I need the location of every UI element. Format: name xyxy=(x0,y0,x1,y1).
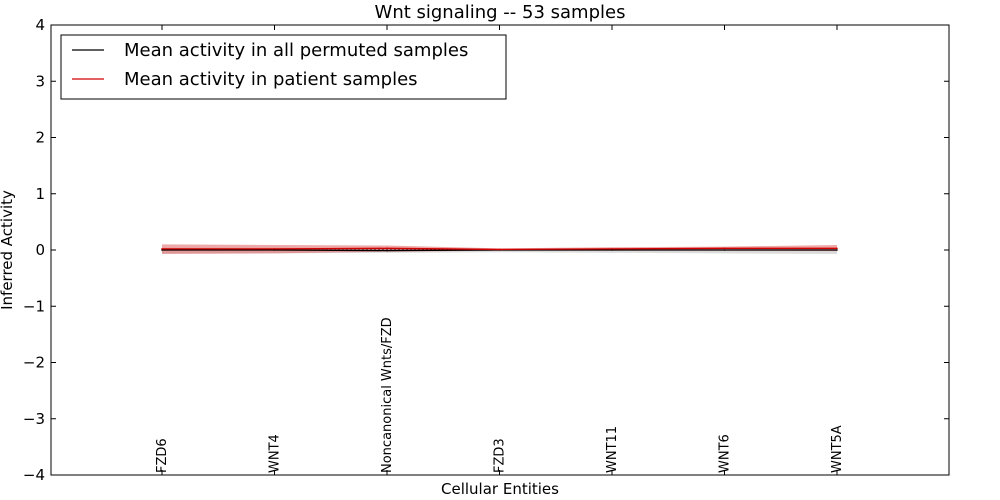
y-tick-label: 2 xyxy=(35,129,45,147)
chart-title: Wnt signaling -- 53 samples xyxy=(375,2,626,23)
x-category-label: FZD3 xyxy=(493,438,508,473)
y-tick-label: 1 xyxy=(35,185,45,203)
legend-entry-label: Mean activity in all permuted samples xyxy=(124,40,468,61)
x-category-label: WNT6 xyxy=(718,434,733,473)
y-tick-label: −4 xyxy=(23,466,45,484)
data-point xyxy=(723,247,726,250)
data-point xyxy=(161,249,163,251)
data-point xyxy=(498,248,501,251)
legend-entry-label: Mean activity in patient samples xyxy=(124,69,418,90)
data-point xyxy=(836,247,838,250)
y-tick-label: 0 xyxy=(35,241,45,259)
x-category-label: Noncanonical Wnts/FZD xyxy=(380,317,395,473)
legend-box xyxy=(60,34,507,100)
data-point xyxy=(386,247,388,250)
y-axis: 4 3 2 1 0 −1 −2 −3 −4 xyxy=(23,16,949,484)
data-point xyxy=(723,249,726,251)
x-axis: FZD6 WNT4 Noncanonical Wnts/FZD FZD3 WNT11 WN… xyxy=(155,25,845,475)
data-point xyxy=(273,248,276,250)
y-tick-label: 3 xyxy=(35,72,45,90)
data-point xyxy=(611,248,613,250)
data-point xyxy=(611,249,613,251)
legend: Mean activity in all permuted samples Mea… xyxy=(60,34,507,100)
data-point xyxy=(161,248,163,250)
x-axis-label: Cellular Entities xyxy=(441,480,559,498)
x-category-label: WNT11 xyxy=(605,426,620,473)
y-tick-label: −3 xyxy=(23,410,45,428)
y-tick-label: 4 xyxy=(35,16,45,34)
data-point xyxy=(386,249,388,252)
data-point xyxy=(273,249,276,251)
x-category-label: WNT5A xyxy=(830,425,845,473)
series-lines xyxy=(161,247,838,252)
y-tick-label: −2 xyxy=(23,354,45,372)
data-point xyxy=(836,249,838,251)
x-category-label: FZD6 xyxy=(155,438,170,473)
y-tick-label: −1 xyxy=(23,297,45,315)
x-category-label: WNT4 xyxy=(268,434,283,473)
y-axis-label: Inferred Activity xyxy=(0,190,16,310)
